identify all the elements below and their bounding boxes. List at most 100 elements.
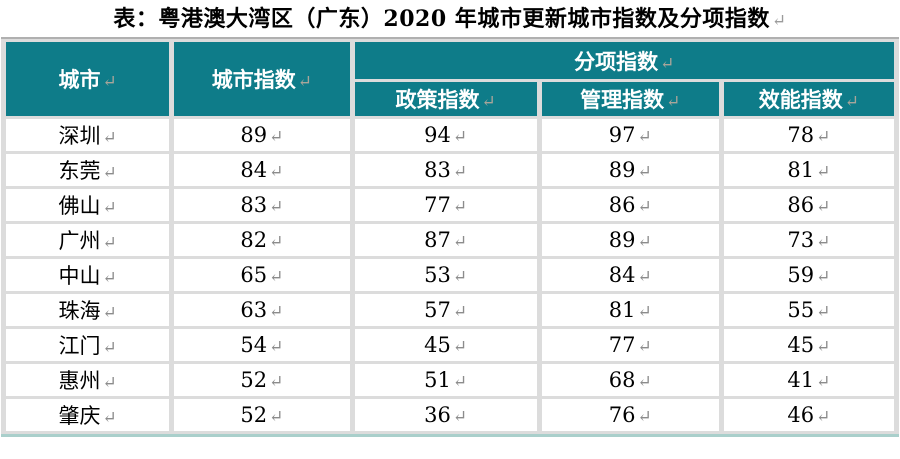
cell-city: 东莞 ↵ <box>6 154 170 186</box>
cell-efficiency: 81 ↵ <box>723 154 894 186</box>
cell-efficiency: 46 ↵ <box>723 399 894 431</box>
paragraph-mark-icon: ↵ <box>102 338 117 358</box>
cell-value: 82 <box>240 228 268 252</box>
cell-management: 76 ↵ <box>541 399 719 431</box>
col-header-city: 城市 ↵ <box>6 42 170 116</box>
cell-management: 81 ↵ <box>541 294 719 326</box>
paragraph-mark-icon: ↵ <box>297 72 312 92</box>
cell-value: 53 <box>424 263 451 287</box>
cell-efficiency: 73 ↵ <box>723 224 894 256</box>
paragraph-mark-icon: ↵ <box>269 127 284 147</box>
paragraph-mark-icon: ↵ <box>452 407 468 427</box>
col-header-efficiency: 效能指数 ↵ <box>723 82 894 116</box>
paragraph-mark-icon: ↵ <box>269 337 284 357</box>
paragraph-mark-icon: ↵ <box>637 162 652 182</box>
cell-value: 珠海 <box>58 299 101 323</box>
col-header-city-index-label: 城市指数 <box>211 67 296 92</box>
table-row: 中山 ↵ 65 ↵ 53 ↵ 84 ↵ 59 ↵ <box>6 259 894 291</box>
header-row-top: 城市 ↵ 城市指数 ↵ 分项指数 ↵ <box>6 42 894 116</box>
col-header-policy: 政策指数 ↵ <box>354 82 537 116</box>
cell-value: 59 <box>787 263 815 287</box>
table-row: 深圳 ↵ 89 ↵ 94 ↵ 97 ↵ 78 ↵ <box>6 119 894 151</box>
cell-value: 94 <box>424 123 451 147</box>
paragraph-mark-icon: ↵ <box>816 197 831 217</box>
paragraph-mark-icon: ↵ <box>637 407 652 427</box>
cell-policy: 87 ↵ <box>354 224 537 256</box>
col-header-efficiency-label: 效能指数 <box>758 87 843 112</box>
paragraph-mark-icon: ↵ <box>771 11 787 31</box>
cell-value: 52 <box>240 403 268 427</box>
table-row: 广州 ↵ 82 ↵ 87 ↵ 89 ↵ 73 ↵ <box>6 224 894 256</box>
col-header-policy-label: 政策指数 <box>395 87 480 112</box>
cell-city: 广州 ↵ <box>6 224 170 256</box>
cell-policy: 83 ↵ <box>354 154 537 186</box>
cell-value: 肇庆 <box>58 404 101 428</box>
col-header-city-label: 城市 <box>58 67 101 92</box>
table-caption-text: 表：粤港澳大湾区（广东）2020 年城市更新城市指数及分项指数 <box>113 6 770 32</box>
cell-management: 97 ↵ <box>541 119 719 151</box>
cell-efficiency: 45 ↵ <box>723 329 894 361</box>
paragraph-mark-icon: ↵ <box>102 373 117 393</box>
cell-value: 84 <box>608 263 636 287</box>
cell-city: 江门 ↵ <box>6 329 170 361</box>
cell-efficiency: 41 ↵ <box>723 364 894 396</box>
paragraph-mark-icon: ↵ <box>816 162 831 182</box>
cell-value: 83 <box>240 193 268 217</box>
paragraph-mark-icon: ↵ <box>452 302 468 322</box>
paragraph-mark-icon: ↵ <box>102 233 117 253</box>
paragraph-mark-icon: ↵ <box>269 232 284 252</box>
cell-value: 97 <box>608 123 636 147</box>
cell-value: 81 <box>608 298 636 322</box>
paragraph-mark-icon: ↵ <box>816 337 831 357</box>
table-row: 肇庆 ↵ 52 ↵ 36 ↵ 76 ↵ 46 ↵ <box>6 399 894 431</box>
cell-value: 52 <box>240 368 268 392</box>
paragraph-mark-icon: ↵ <box>269 162 284 182</box>
cell-efficiency: 55 ↵ <box>723 294 894 326</box>
col-header-management: 管理指数 ↵ <box>541 82 719 116</box>
cell-value: 83 <box>424 158 451 182</box>
paragraph-mark-icon: ↵ <box>102 268 117 288</box>
paragraph-mark-icon: ↵ <box>269 407 284 427</box>
cell-value: 佛山 <box>58 194 101 218</box>
cell-city-index: 63 ↵ <box>174 294 350 326</box>
paragraph-mark-icon: ↵ <box>102 408 117 428</box>
paragraph-mark-icon: ↵ <box>637 127 652 147</box>
cell-value: 76 <box>608 403 636 427</box>
cell-value: 东莞 <box>58 159 101 183</box>
col-header-sub-group-label: 分项指数 <box>574 48 659 74</box>
cell-policy: 36 ↵ <box>354 399 537 431</box>
cell-value: 深圳 <box>58 124 101 148</box>
cell-efficiency: 86 ↵ <box>723 189 894 221</box>
table-row: 珠海 ↵ 63 ↵ 57 ↵ 81 ↵ 55 ↵ <box>6 294 894 326</box>
cell-policy: 57 ↵ <box>354 294 537 326</box>
cell-value: 87 <box>424 228 451 252</box>
cell-policy: 53 ↵ <box>354 259 537 291</box>
cell-value: 46 <box>787 403 815 427</box>
cell-city-index: 84 ↵ <box>174 154 350 186</box>
paragraph-mark-icon: ↵ <box>816 232 831 252</box>
cell-policy: 45 ↵ <box>354 329 537 361</box>
paragraph-mark-icon: ↵ <box>816 407 831 427</box>
cell-management: 68 ↵ <box>541 364 719 396</box>
cell-policy: 94 ↵ <box>354 119 537 151</box>
col-header-city-index: 城市指数 ↵ <box>174 42 350 116</box>
paragraph-mark-icon: ↵ <box>269 197 284 217</box>
cell-management: 89 ↵ <box>541 154 719 186</box>
cell-management: 86 ↵ <box>541 189 719 221</box>
paragraph-mark-icon: ↵ <box>637 337 652 357</box>
cell-value: 84 <box>240 158 268 182</box>
cell-value: 41 <box>787 368 815 392</box>
cell-city: 深圳 ↵ <box>6 119 170 151</box>
cell-city-index: 89 ↵ <box>174 119 350 151</box>
cell-value: 江门 <box>58 334 101 358</box>
cell-value: 89 <box>608 158 636 182</box>
paragraph-mark-icon: ↵ <box>269 372 284 392</box>
col-header-management-label: 管理指数 <box>580 87 665 112</box>
paragraph-mark-icon: ↵ <box>452 127 468 147</box>
cell-value: 73 <box>787 228 815 252</box>
cell-value: 55 <box>787 298 815 322</box>
paragraph-mark-icon: ↵ <box>816 127 831 147</box>
paragraph-mark-icon: ↵ <box>481 92 496 112</box>
cell-value: 51 <box>424 368 451 392</box>
